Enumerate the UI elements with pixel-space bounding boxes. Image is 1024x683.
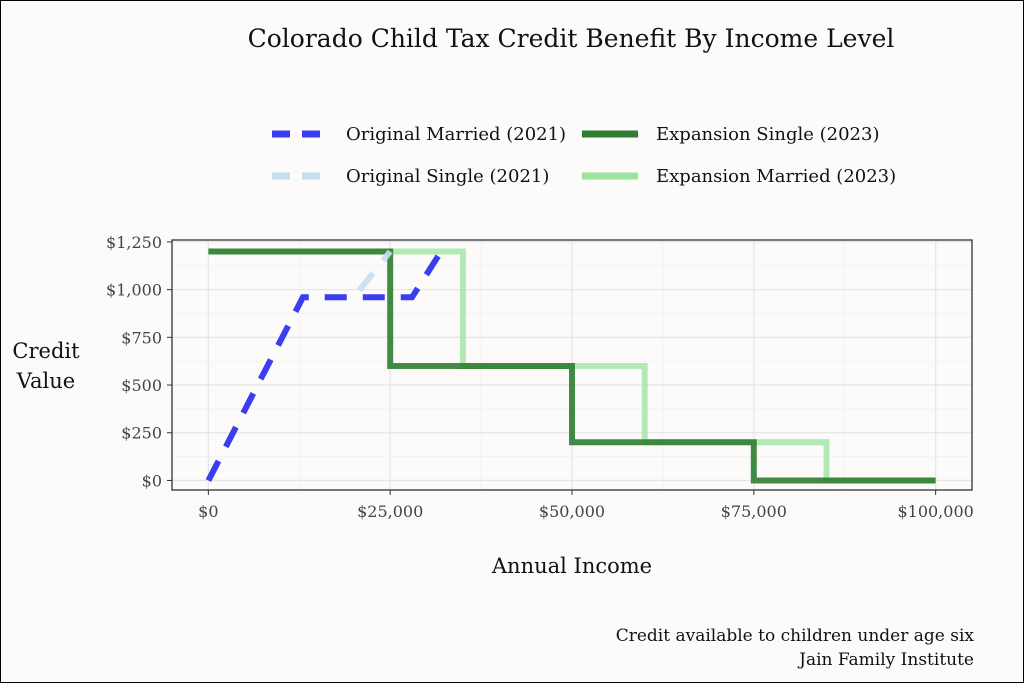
legend-label-expansion-married: Expansion Married (2023)	[656, 165, 897, 187]
y-tick-label: $0	[142, 471, 162, 490]
x-tick-label: $75,000	[721, 502, 787, 521]
x-tick-label: $100,000	[897, 502, 973, 521]
x-tick-label: $50,000	[539, 502, 605, 521]
y-tick-label: $750	[121, 328, 162, 347]
series-line-expansion-single-2023	[208, 248, 936, 484]
chart-title: Colorado Child Tax Credit Benefit By Inc…	[247, 24, 895, 53]
legend-item-original-married: Original Married (2021)	[270, 119, 566, 149]
axes-layer: $0 $25,000 $50,000 $75,000 $100,000 $0 $250 $50…	[106, 233, 974, 521]
caption-line1: Credit available to children under age s…	[615, 626, 974, 646]
y-axis-title-line2: Value	[16, 369, 76, 393]
series-line-expansion-married-2023	[208, 248, 936, 484]
legend-label-original-single: Original Single (2021)	[346, 165, 550, 187]
legend-item-expansion-single: Expansion Single (2023)	[580, 119, 879, 149]
caption-line2: Jain Family Institute	[799, 650, 974, 670]
y-tick-label: $1,000	[106, 281, 162, 300]
x-tick-label: $25,000	[357, 502, 423, 521]
series-layer	[205, 248, 936, 484]
caption: Credit available to children under age s…	[616, 624, 974, 672]
legend-key-original-married	[272, 130, 328, 138]
legend-key-original-single	[272, 172, 328, 180]
x-tick-label: $0	[198, 502, 218, 521]
y-axis-title-line1: Credit	[12, 339, 80, 363]
x-axis-title: Annual Income	[491, 554, 653, 578]
legend-label-original-married: Original Married (2021)	[346, 123, 567, 145]
legend-label-expansion-single: Expansion Single (2023)	[656, 123, 880, 145]
legend-key-expansion-married	[582, 172, 638, 180]
legend-key-expansion-single	[582, 130, 638, 138]
y-tick-label: $250	[121, 424, 162, 443]
legend-item-original-single: Original Single (2021)	[270, 161, 549, 191]
y-axis-title: Credit Value	[8, 336, 84, 396]
series-line-original-married-2021	[205, 249, 444, 482]
y-tick-label: $500	[121, 376, 162, 395]
y-tick-label: $1,250	[106, 233, 162, 252]
legend-item-expansion-married: Expansion Married (2023)	[580, 161, 896, 191]
